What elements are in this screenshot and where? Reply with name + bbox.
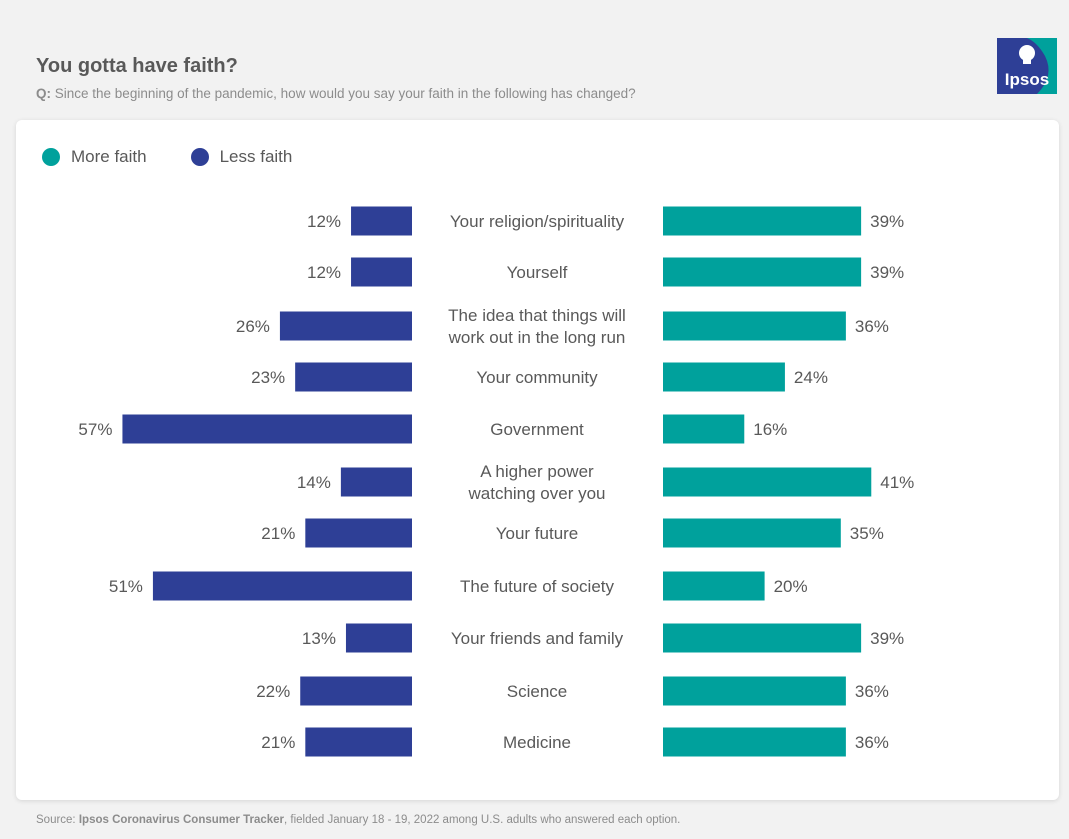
more-faith-value-label: 36% — [855, 733, 889, 752]
more-faith-bar — [663, 571, 765, 601]
source-prefix: Source: — [36, 814, 76, 826]
less-faith-bar — [305, 727, 412, 757]
source-note: Source: Ipsos Coronavirus Consumer Track… — [36, 814, 680, 826]
more-faith-value-label: 16% — [753, 420, 787, 439]
category-label: Medicine — [503, 733, 571, 752]
less-faith-bar — [279, 311, 412, 341]
more-faith-bar — [663, 414, 745, 444]
legend-label-more: More faith — [71, 147, 147, 166]
category-label: Government — [490, 420, 584, 439]
less-faith-bar — [152, 571, 413, 601]
category-label: Yourself — [507, 263, 568, 282]
source-rest: , fielded January 18 - 19, 2022 among U.… — [284, 814, 681, 826]
chart-card: 12% 39% Your religion/spirituality 12% 39% Yo… — [16, 120, 1059, 800]
less-faith-bar — [295, 362, 412, 392]
less-faith-value-label: 23% — [251, 368, 285, 387]
logo-text: Ipsos — [1005, 70, 1049, 89]
category-label: Your future — [496, 524, 579, 543]
category-label: Your community — [476, 368, 598, 387]
less-faith-bar — [122, 414, 412, 444]
legend-item-less-faith: Less faith — [190, 147, 293, 167]
more-faith-bar — [663, 362, 785, 392]
more-faith-bar — [663, 206, 862, 236]
question-subtitle: Q: Since the beginning of the pandemic, … — [36, 86, 636, 101]
source-name: Ipsos Coronavirus Consumer Tracker — [78, 814, 284, 826]
less-faith-bar — [351, 257, 412, 287]
more-faith-bar — [663, 311, 846, 341]
category-label: A higher power watching over you — [467, 462, 605, 503]
legend-item-more-faith: More faith — [42, 147, 147, 167]
category-label: Science — [507, 682, 567, 701]
less-faith-value-label: 12% — [307, 212, 341, 231]
question-text: Since the beginning of the pandemic, how… — [54, 86, 636, 101]
less-faith-bar — [345, 623, 412, 653]
more-faith-value-label: 36% — [855, 682, 889, 701]
page-title: You gotta have faith? — [36, 55, 238, 77]
legend-swatch-less — [190, 148, 209, 166]
more-faith-value-label: 41% — [880, 473, 914, 492]
more-faith-value-label: 36% — [855, 317, 889, 336]
chart-svg: 12% 39% Your religion/spirituality 12% 39% Yo… — [78, 206, 914, 757]
less-faith-bar — [305, 518, 412, 548]
more-faith-value-label: 39% — [870, 629, 904, 648]
legend-swatch-more — [42, 148, 60, 166]
more-faith-value-label: 35% — [850, 524, 884, 543]
category-label: The idea that things will work out in the… — [448, 306, 626, 347]
category-label: Your friends and family — [451, 629, 624, 648]
less-faith-bar — [300, 676, 412, 706]
less-faith-value-label: 26% — [236, 317, 270, 336]
less-faith-bar — [351, 206, 412, 236]
less-faith-value-label: 22% — [256, 682, 290, 701]
more-faith-value-label: 24% — [794, 368, 828, 387]
less-faith-bar — [340, 467, 412, 497]
category-label: Your religion/spirituality — [450, 212, 625, 231]
more-faith-bar — [663, 676, 846, 706]
less-faith-value-label: 21% — [261, 524, 295, 543]
less-faith-value-label: 13% — [302, 629, 336, 648]
less-faith-value-label: 57% — [78, 420, 112, 439]
more-faith-value-label: 39% — [870, 212, 904, 231]
more-faith-bar — [663, 257, 862, 287]
more-faith-bar — [663, 518, 841, 548]
more-faith-bar — [663, 727, 846, 757]
legend-label-less: Less faith — [219, 147, 293, 166]
more-faith-bar — [663, 623, 862, 653]
less-faith-value-label: 21% — [261, 733, 295, 752]
question-prefix: Q: — [36, 86, 51, 101]
legend: More faith Less faith — [42, 147, 336, 167]
category-label: The future of society — [460, 577, 615, 596]
less-faith-value-label: 12% — [307, 263, 341, 282]
ipsos-logo: Ipsos — [997, 38, 1057, 94]
more-faith-value-label: 20% — [774, 577, 808, 596]
more-faith-bar — [663, 467, 872, 497]
less-faith-value-label: 51% — [109, 577, 143, 596]
more-faith-value-label: 39% — [870, 263, 904, 282]
less-faith-value-label: 14% — [297, 473, 331, 492]
